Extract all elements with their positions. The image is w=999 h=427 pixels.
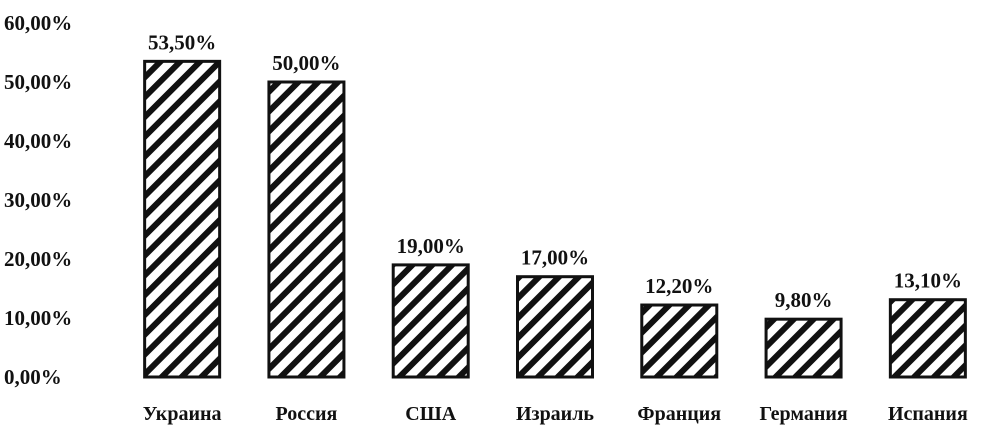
data-label: 53,50% (148, 30, 216, 54)
y-axis: 0,00% 10,00% 20,00% 30,00% 40,00% 50,00% 60,00… (4, 11, 72, 389)
data-labels: 53,50% 50,00% 19,00% 17,00% 12,20% 9,80% 13,10… (148, 30, 962, 312)
y-tick-label: 20,00% (4, 247, 72, 271)
bar (640, 303, 719, 379)
y-tick-label: 30,00% (4, 188, 72, 212)
x-tick-label: Украина (143, 403, 222, 425)
x-tick-label: Франция (637, 403, 721, 425)
bar (516, 275, 594, 379)
x-axis: Украина Россия США Израиль Франция Германия Ис… (143, 403, 968, 425)
data-label: 50,00% (272, 51, 340, 75)
y-tick-label: 40,00% (4, 129, 72, 153)
data-label: 19,00% (397, 234, 465, 258)
bar (391, 263, 470, 379)
data-label: 17,00% (521, 246, 589, 270)
y-tick-label: 50,00% (4, 70, 72, 94)
data-label: 9,80% (775, 288, 833, 312)
data-label: 12,20% (645, 274, 713, 298)
x-tick-label: Испания (888, 403, 968, 425)
x-tick-label: Россия (276, 403, 338, 425)
x-tick-label: США (405, 403, 456, 425)
bar (764, 317, 843, 379)
bars (143, 59, 967, 379)
y-tick-label: 60,00% (4, 11, 72, 35)
bar (143, 59, 222, 379)
bar (267, 80, 346, 379)
x-tick-label: Израиль (516, 403, 594, 425)
data-label: 13,10% (894, 269, 962, 293)
x-tick-label: Германия (759, 403, 847, 425)
y-tick-label: 0,00% (4, 365, 62, 389)
bar (888, 298, 967, 379)
y-tick-label: 10,00% (4, 306, 72, 330)
